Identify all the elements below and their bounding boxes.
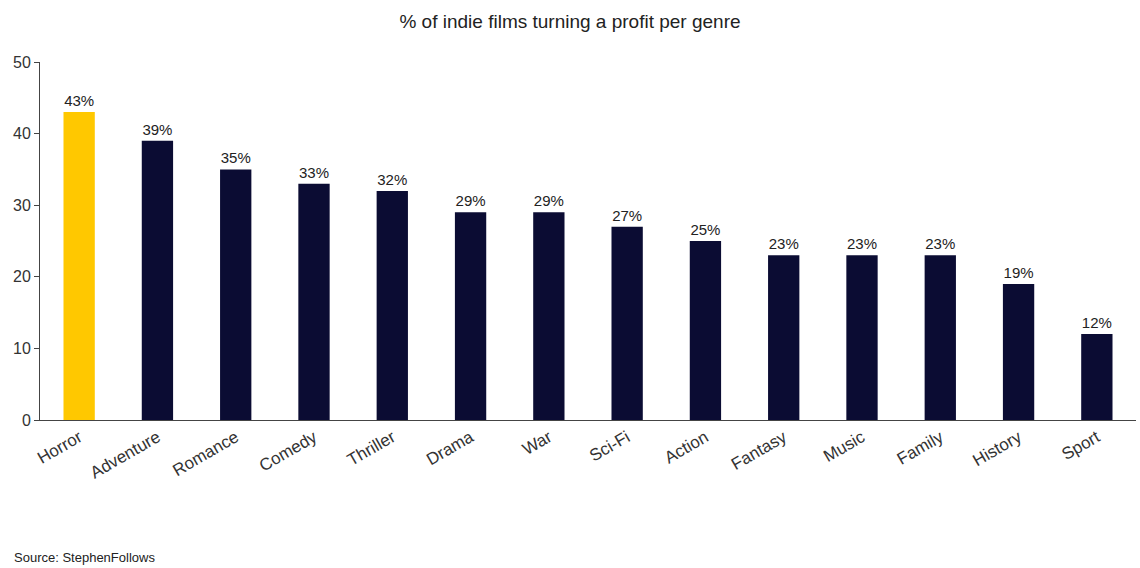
svg-text:29%: 29%: [534, 192, 564, 209]
svg-text:% of indie films turning a pro: % of indie films turning a profit per ge…: [399, 11, 740, 32]
svg-text:35%: 35%: [221, 149, 251, 166]
svg-text:History: History: [970, 427, 1026, 470]
svg-text:50: 50: [13, 54, 31, 71]
svg-text:Comedy: Comedy: [256, 427, 321, 475]
svg-text:10: 10: [13, 340, 31, 357]
svg-text:Sci-Fi: Sci-Fi: [586, 427, 633, 465]
svg-text:Music: Music: [820, 427, 868, 466]
svg-text:33%: 33%: [299, 164, 329, 181]
svg-text:Drama: Drama: [423, 427, 477, 469]
svg-text:Romance: Romance: [169, 427, 242, 480]
svg-text:0: 0: [22, 412, 31, 429]
svg-text:19%: 19%: [1004, 264, 1034, 281]
svg-text:23%: 23%: [847, 235, 877, 252]
svg-text:Adventure: Adventure: [87, 427, 164, 482]
svg-text:Thriller: Thriller: [344, 427, 399, 470]
svg-text:32%: 32%: [377, 171, 407, 188]
svg-text:27%: 27%: [612, 207, 642, 224]
svg-text:20: 20: [13, 268, 31, 285]
svg-text:43%: 43%: [64, 92, 94, 109]
svg-text:Source: StephenFollows: Source: StephenFollows: [14, 550, 155, 565]
svg-text:25%: 25%: [690, 221, 720, 238]
svg-text:23%: 23%: [925, 235, 955, 252]
svg-text:39%: 39%: [142, 121, 172, 138]
svg-text:Horror: Horror: [34, 427, 86, 468]
svg-text:Action: Action: [661, 427, 711, 467]
svg-text:Fantasy: Fantasy: [728, 427, 790, 474]
svg-text:12%: 12%: [1082, 314, 1112, 331]
svg-text:40: 40: [13, 125, 31, 142]
svg-text:23%: 23%: [769, 235, 799, 252]
svg-text:War: War: [519, 427, 555, 459]
svg-text:Family: Family: [894, 427, 947, 469]
svg-text:29%: 29%: [456, 192, 486, 209]
svg-text:Sport: Sport: [1058, 427, 1103, 464]
svg-text:30: 30: [13, 197, 31, 214]
